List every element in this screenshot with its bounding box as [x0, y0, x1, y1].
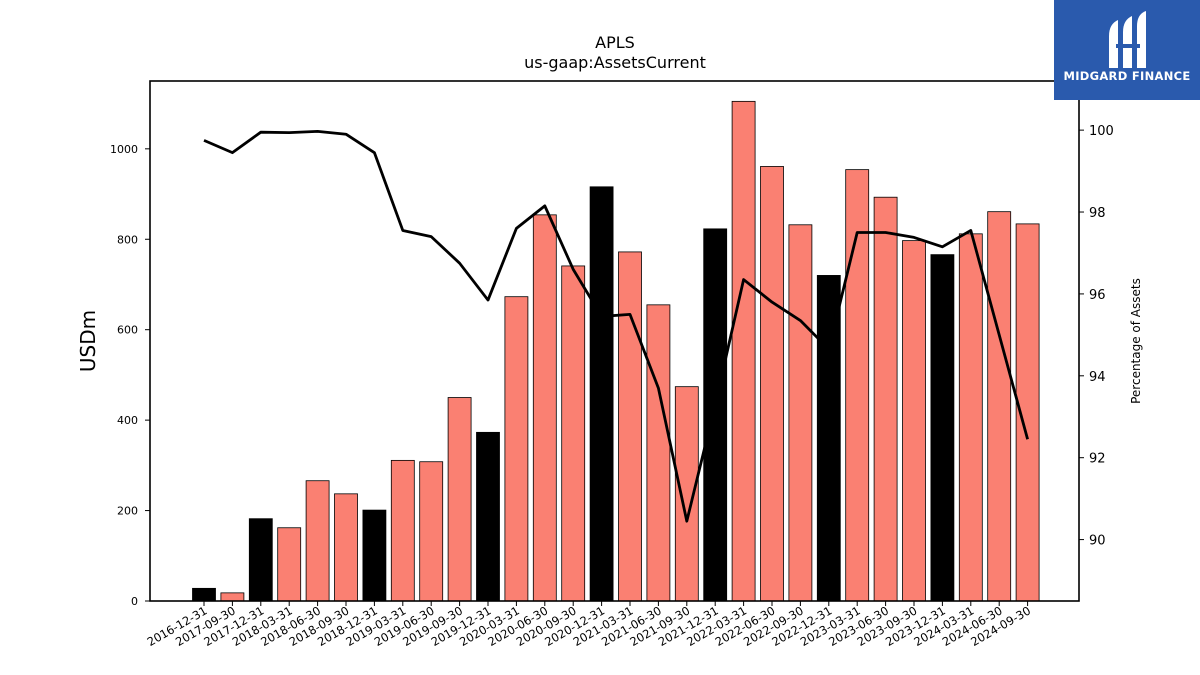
chart-subtitle: us-gaap:AssetsCurrent — [524, 53, 706, 72]
y2-axis: 90 92 94 96 98 100 — [1079, 124, 1114, 549]
y2-tick-label: 96 — [1089, 288, 1106, 303]
y-tick-label: 200 — [117, 505, 138, 518]
y-tick-label: 400 — [117, 414, 138, 427]
y-axis-label: USDm — [76, 310, 100, 372]
chart-title: APLS — [595, 33, 635, 52]
bar-2019-03-31 — [390, 459, 415, 602]
bar-2022-06-30 — [760, 166, 784, 602]
bar-2018-12-31 — [362, 509, 387, 602]
bar-series — [192, 100, 1040, 602]
midgard-finance-logo: MIDGARD FINANCE — [1054, 0, 1200, 100]
bar-2017-12-31 — [248, 518, 273, 602]
y2-tick-label: 90 — [1089, 534, 1106, 549]
y2-tick-label: 94 — [1089, 370, 1106, 385]
bar-2020-03-31 — [504, 296, 529, 602]
bar-2023-09-30 — [902, 240, 926, 602]
bar-2022-09-30 — [788, 224, 813, 602]
bar-2024-03-31 — [958, 233, 983, 602]
bar-2018-09-30 — [334, 493, 358, 602]
y2-tick-label: 100 — [1089, 124, 1114, 139]
bar-2019-06-30 — [419, 461, 444, 602]
y-tick-label: 800 — [117, 233, 138, 246]
bar-2018-06-30 — [305, 480, 330, 602]
bar-2020-12-31 — [589, 186, 614, 602]
bar-2019-12-31 — [476, 431, 500, 602]
y-tick-label: 0 — [131, 595, 138, 608]
bar-2023-12-31 — [930, 254, 955, 602]
y-tick-label: 1000 — [110, 143, 138, 156]
bar-2018-03-31 — [277, 527, 302, 602]
y-tick-label: 600 — [117, 324, 138, 337]
y2-axis-label: Percentage of Assets — [1129, 278, 1143, 404]
bar-2019-09-30 — [447, 397, 472, 602]
bar-2023-06-30 — [873, 196, 898, 602]
bar-2022-03-31 — [731, 100, 756, 602]
bar-2022-12-31 — [816, 275, 841, 602]
bar-2021-06-30 — [646, 304, 671, 602]
line-series — [203, 129, 1029, 523]
bar-2020-06-30 — [532, 214, 557, 602]
y2-tick-label: 92 — [1089, 452, 1106, 467]
logo-text: MIDGARD FINANCE — [1063, 69, 1191, 83]
bar-2017-09-30 — [220, 592, 245, 602]
y-axis: 0 200 400 600 800 1000 — [110, 143, 150, 608]
bar-2021-12-31 — [703, 228, 728, 602]
bar-2024-06-30 — [987, 211, 1012, 602]
bar-2016-12-31 — [192, 587, 216, 602]
bar-2020-09-30 — [561, 265, 586, 602]
bar-2021-03-31 — [618, 251, 642, 602]
x-axis: 2016-12-312017-09-302017-12-312018-03-31… — [145, 601, 1033, 649]
midgard-logo-icon — [1109, 11, 1146, 68]
y2-tick-label: 98 — [1089, 206, 1106, 221]
percentage-line — [203, 129, 1029, 523]
plot-frame — [149, 80, 1080, 602]
